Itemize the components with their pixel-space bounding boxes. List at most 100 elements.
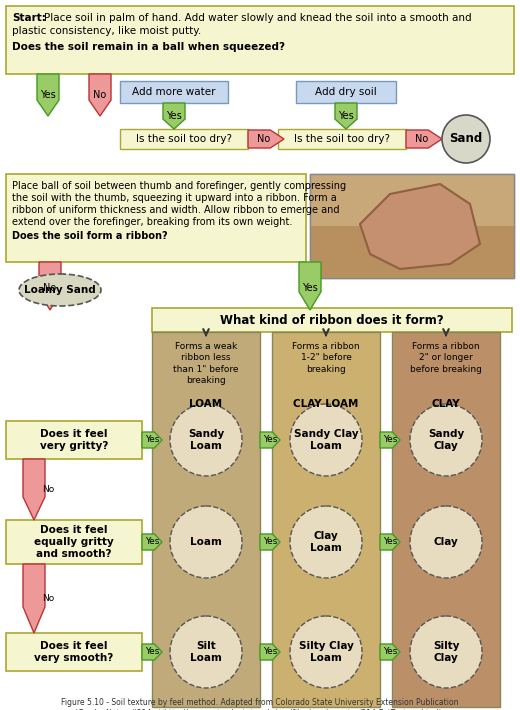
- Circle shape: [170, 506, 242, 578]
- Bar: [272, 332, 380, 707]
- Text: No: No: [257, 134, 270, 144]
- Polygon shape: [248, 130, 284, 148]
- Bar: [392, 332, 500, 707]
- Ellipse shape: [19, 274, 101, 306]
- Polygon shape: [360, 184, 480, 269]
- Text: CLAY: CLAY: [432, 399, 460, 409]
- Text: ribbon of uniform thickness and width. Allow ribbon to emerge and: ribbon of uniform thickness and width. A…: [12, 205, 340, 215]
- Circle shape: [170, 616, 242, 688]
- Circle shape: [290, 506, 362, 578]
- Text: Clay: Clay: [434, 537, 458, 547]
- Text: Loamy Sand: Loamy Sand: [24, 285, 96, 295]
- Circle shape: [290, 404, 362, 476]
- Polygon shape: [260, 644, 280, 660]
- Polygon shape: [23, 564, 45, 633]
- Polygon shape: [380, 644, 400, 660]
- Text: Yes: Yes: [383, 648, 397, 657]
- Text: Yes: Yes: [145, 648, 159, 657]
- Text: Add dry soil: Add dry soil: [315, 87, 377, 97]
- Text: Silt
Loam: Silt Loam: [190, 641, 222, 663]
- Polygon shape: [39, 262, 61, 310]
- Bar: [152, 332, 260, 707]
- Text: Place ball of soil between thumb and forefinger, gently compressing: Place ball of soil between thumb and for…: [12, 181, 346, 191]
- Circle shape: [410, 616, 482, 688]
- Text: Is the soil too dry?: Is the soil too dry?: [294, 134, 390, 144]
- Text: Start:: Start:: [12, 13, 46, 23]
- Polygon shape: [142, 534, 162, 550]
- Text: Silty Clay
Loam: Silty Clay Loam: [298, 641, 354, 663]
- Polygon shape: [260, 432, 280, 448]
- Polygon shape: [335, 103, 357, 129]
- Circle shape: [290, 616, 362, 688]
- Text: Does it feel
equally gritty
and smooth?: Does it feel equally gritty and smooth?: [34, 525, 114, 559]
- Text: Does it feel
very gritty?: Does it feel very gritty?: [40, 429, 108, 451]
- Polygon shape: [380, 534, 400, 550]
- Text: Yes: Yes: [40, 90, 56, 100]
- Bar: [6, 520, 142, 564]
- Text: Does the soil remain in a ball when squeezed?: Does the soil remain in a ball when sque…: [12, 42, 285, 52]
- Text: Clay
Loam: Clay Loam: [310, 531, 342, 553]
- Text: Sandy
Clay: Sandy Clay: [428, 429, 464, 451]
- Text: Yes: Yes: [302, 283, 318, 293]
- Text: Place soil in palm of hand. Add water slowly and knead the soil into a smooth an: Place soil in palm of hand. Add water sl…: [44, 13, 472, 23]
- Text: Yes: Yes: [263, 648, 277, 657]
- Polygon shape: [142, 644, 162, 660]
- Text: No: No: [42, 485, 54, 494]
- Bar: [152, 308, 512, 332]
- Text: Yes: Yes: [383, 435, 397, 444]
- Bar: [6, 174, 306, 262]
- Bar: [6, 6, 514, 74]
- Polygon shape: [23, 459, 45, 520]
- Polygon shape: [260, 534, 280, 550]
- Text: Yes: Yes: [166, 111, 182, 121]
- Bar: [310, 174, 514, 278]
- Text: Sandy
Loam: Sandy Loam: [188, 429, 224, 451]
- Bar: [6, 421, 142, 459]
- Text: Yes: Yes: [383, 537, 397, 547]
- Polygon shape: [89, 74, 111, 116]
- Text: Yes: Yes: [145, 435, 159, 444]
- Text: Does it feel
very smooth?: Does it feel very smooth?: [34, 641, 114, 663]
- Text: extend over the forefinger, breaking from its own weight.: extend over the forefinger, breaking fro…: [12, 217, 292, 227]
- Bar: [310, 174, 514, 278]
- Bar: [120, 129, 248, 149]
- Circle shape: [442, 115, 490, 163]
- Text: No: No: [42, 594, 54, 603]
- Text: Sand: Sand: [449, 133, 483, 146]
- Bar: [120, 81, 228, 103]
- Text: CLAY LOAM: CLAY LOAM: [293, 399, 359, 409]
- Bar: [6, 633, 142, 671]
- Bar: [278, 129, 406, 149]
- Text: the soil with the thumb, squeezing it upward into a ribbon. Form a: the soil with the thumb, squeezing it up…: [12, 193, 337, 203]
- Text: Yes: Yes: [145, 537, 159, 547]
- Text: Forms a weak
ribbon less
than 1" before
breaking: Forms a weak ribbon less than 1" before …: [173, 342, 239, 386]
- Text: What kind of ribbon does it form?: What kind of ribbon does it form?: [220, 314, 444, 327]
- Text: Sandy Clay
Loam: Sandy Clay Loam: [294, 429, 358, 451]
- Polygon shape: [142, 432, 162, 448]
- Polygon shape: [380, 432, 400, 448]
- Text: Forms a ribbon
2" or longer
before breaking: Forms a ribbon 2" or longer before break…: [410, 342, 482, 374]
- Text: No: No: [415, 134, 428, 144]
- Text: Yes: Yes: [263, 435, 277, 444]
- Text: No: No: [94, 90, 107, 100]
- Text: Forms a ribbon
1-2" before
breaking: Forms a ribbon 1-2" before breaking: [292, 342, 360, 374]
- Text: Does the soil form a ribbon?: Does the soil form a ribbon?: [12, 231, 167, 241]
- Bar: [296, 81, 396, 103]
- Text: No: No: [43, 283, 57, 293]
- Text: LOAM: LOAM: [189, 399, 223, 409]
- Polygon shape: [163, 103, 185, 129]
- Polygon shape: [37, 74, 59, 116]
- Circle shape: [410, 506, 482, 578]
- Circle shape: [170, 404, 242, 476]
- Text: Figure 5.10 - Soil texture by feel method. Adapted from Colorado State Universit: Figure 5.10 - Soil texture by feel metho…: [61, 698, 459, 710]
- Text: Loam: Loam: [190, 537, 222, 547]
- Circle shape: [410, 404, 482, 476]
- Text: Yes: Yes: [263, 537, 277, 547]
- Text: plastic consistency, like moist putty.: plastic consistency, like moist putty.: [12, 26, 201, 36]
- Text: Is the soil too dry?: Is the soil too dry?: [136, 134, 232, 144]
- Bar: [310, 174, 514, 226]
- Polygon shape: [406, 130, 442, 148]
- Polygon shape: [299, 262, 321, 310]
- Text: Yes: Yes: [338, 111, 354, 121]
- Text: Silty
Clay: Silty Clay: [433, 641, 459, 663]
